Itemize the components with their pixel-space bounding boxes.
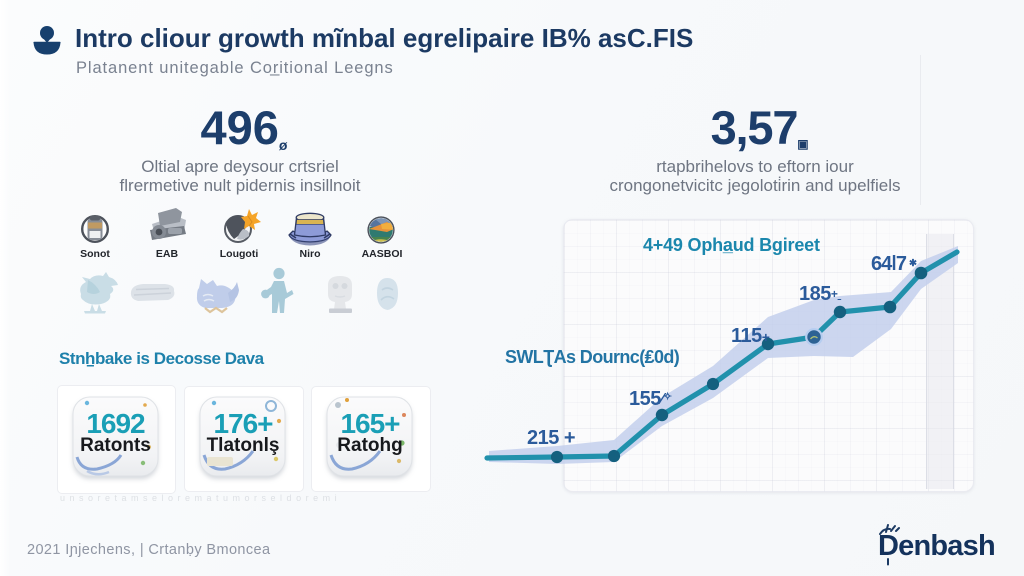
svg-text:Sonot: Sonot [80, 248, 110, 260]
svg-text:AASBOI: AASBOI [362, 248, 403, 260]
svg-text:EAB: EAB [156, 248, 179, 260]
svg-text:4+49 Opha̲ud Bgireet: 4+49 Opha̲ud Bgireet [643, 235, 820, 255]
svg-text:✱: ✱ [909, 258, 918, 269]
svg-text:115+: 115+ [731, 325, 770, 347]
svg-text:64ǀ7: 64ǀ7 [871, 253, 907, 275]
svg-text:Lougoti: Lougoti [220, 248, 259, 260]
svg-text:155∕✧: 155∕✧ [629, 388, 672, 410]
svg-text:SWLƮAs Dournc(₤0d): SWLƮAs Dournc(₤0d) [505, 347, 680, 367]
svg-text:Niro: Niro [300, 248, 321, 260]
svg-text:215 +: 215 + [527, 427, 575, 449]
svg-text:185+ˍ: 185+ˍ [799, 283, 841, 305]
